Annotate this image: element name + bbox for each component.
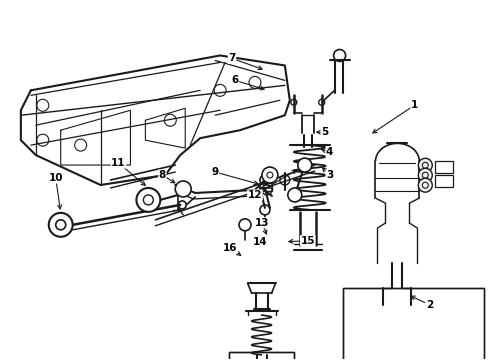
Text: 6: 6 bbox=[231, 75, 239, 85]
Text: 2: 2 bbox=[426, 300, 433, 310]
Bar bbox=[435, 161, 453, 173]
Circle shape bbox=[49, 213, 73, 237]
Bar bbox=[343, 288, 484, 360]
Text: 4: 4 bbox=[326, 147, 333, 157]
Text: 16: 16 bbox=[223, 243, 237, 253]
Circle shape bbox=[262, 167, 278, 183]
Circle shape bbox=[298, 158, 312, 172]
Bar bbox=[229, 352, 294, 360]
Text: 15: 15 bbox=[300, 236, 315, 246]
Circle shape bbox=[418, 178, 432, 192]
Text: 13: 13 bbox=[255, 218, 269, 228]
Text: 9: 9 bbox=[212, 167, 219, 177]
Text: 11: 11 bbox=[111, 158, 126, 168]
Bar bbox=[343, 288, 484, 360]
Text: 7: 7 bbox=[228, 54, 236, 63]
Text: 8: 8 bbox=[159, 170, 166, 180]
Circle shape bbox=[136, 188, 160, 212]
Circle shape bbox=[288, 188, 302, 202]
Text: 12: 12 bbox=[248, 190, 262, 200]
Circle shape bbox=[418, 158, 432, 172]
Bar bbox=[435, 175, 453, 187]
Text: 3: 3 bbox=[326, 170, 333, 180]
Circle shape bbox=[175, 181, 191, 197]
Bar bbox=[229, 352, 294, 360]
Text: 10: 10 bbox=[49, 173, 63, 183]
Text: 1: 1 bbox=[411, 100, 418, 110]
Text: 14: 14 bbox=[253, 237, 267, 247]
Text: 5: 5 bbox=[321, 127, 328, 137]
Bar bbox=[260, 183, 272, 191]
Circle shape bbox=[418, 168, 432, 182]
